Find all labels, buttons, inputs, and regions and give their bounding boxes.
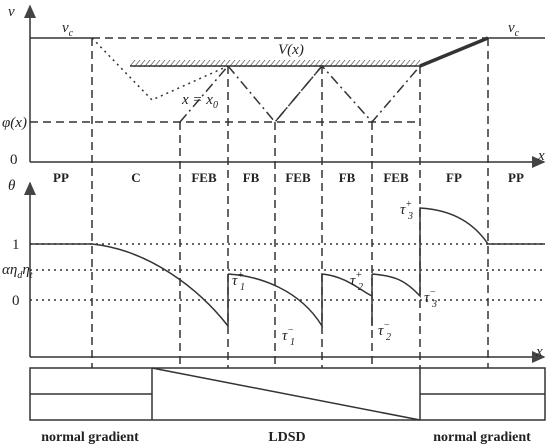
tau-sub: 3: [431, 299, 437, 310]
label: V(x): [278, 42, 304, 58]
label: c: [515, 28, 520, 39]
label: c: [69, 28, 74, 39]
phase-label: FEB: [191, 170, 217, 185]
label: LDSD: [268, 430, 305, 445]
phase-label: C: [131, 170, 140, 185]
tau-base: τ: [378, 323, 384, 339]
dividers: [91, 38, 489, 368]
tau-sup: −: [429, 287, 436, 298]
tau-label: τ+ 2: [350, 270, 363, 293]
accel-line: [419, 36, 489, 68]
label: x = x0: [181, 92, 218, 111]
phases: PP C FEB FB FEB FB FEB FP PP: [53, 170, 524, 185]
tau-sup: −: [383, 320, 390, 331]
tau-base: τ: [232, 273, 238, 289]
tau-sub: 3: [407, 211, 413, 222]
label: d: [17, 270, 23, 281]
label: x: [535, 344, 543, 360]
label: x: [537, 148, 545, 164]
tau-base: τ: [424, 290, 430, 306]
tau-sup: +: [355, 270, 362, 281]
bottom-panel: θ x 1 αηdηt 0: [2, 178, 546, 363]
phase-label: FB: [243, 170, 260, 185]
tau-label: τ+ 3: [400, 199, 413, 222]
phase-label: FB: [339, 170, 356, 185]
tau-label: τ+ 1: [232, 270, 245, 293]
phase-label: FEB: [383, 170, 409, 185]
tau-sub: 2: [386, 332, 391, 343]
label: αηdηt: [2, 262, 33, 281]
tau-sub: 1: [240, 282, 245, 293]
tau-sub: 1: [290, 337, 295, 348]
phase-label: FP: [446, 170, 462, 185]
curve: [227, 64, 421, 124]
phase-label: PP: [53, 170, 69, 185]
gradient-strip: normal gradient LDSD normal gradient: [29, 367, 546, 445]
label: normal gradient: [41, 430, 139, 445]
label: αη: [2, 262, 17, 278]
theta-curve: [30, 243, 229, 327]
tau-base: τ: [282, 328, 288, 344]
tau-sup: −: [287, 325, 294, 336]
label: vc: [508, 20, 520, 39]
label: 0: [12, 293, 20, 309]
label: η: [22, 262, 29, 278]
label: θ: [8, 178, 16, 194]
label: normal gradient: [433, 430, 531, 445]
tau-label: τ− 2: [378, 320, 391, 343]
tau-base: τ: [350, 273, 356, 289]
curve: [274, 65, 323, 123]
label: vc: [62, 20, 74, 39]
label: v: [62, 20, 69, 36]
theta-curve: [227, 207, 545, 329]
tau-sup: +: [405, 199, 412, 210]
label: v: [508, 20, 515, 36]
tau-labels: τ+ 1τ− 1τ+ 2τ− 2τ+ 3τ− 3: [232, 199, 437, 348]
tau-sub: 2: [358, 282, 363, 293]
label: v: [8, 4, 15, 20]
label: 0: [213, 100, 218, 111]
label: 1: [12, 237, 20, 253]
label: 0: [10, 152, 18, 168]
theta-jump: [227, 274, 373, 326]
tau-base: τ: [400, 202, 406, 218]
limit-bar: [130, 60, 420, 67]
tau-label: τ− 1: [282, 325, 295, 348]
label: x = x: [181, 92, 213, 108]
tau-sup: +: [237, 270, 244, 281]
tau-label: τ− 3: [424, 287, 437, 310]
phase-label: PP: [508, 170, 524, 185]
top-panel: v x vc vc V(x) x = x0 φ(x) 0: [2, 4, 546, 168]
curve: [179, 65, 229, 123]
phase-label: FEB: [285, 170, 311, 185]
label: t: [30, 270, 33, 281]
label: φ(x): [2, 115, 27, 131]
